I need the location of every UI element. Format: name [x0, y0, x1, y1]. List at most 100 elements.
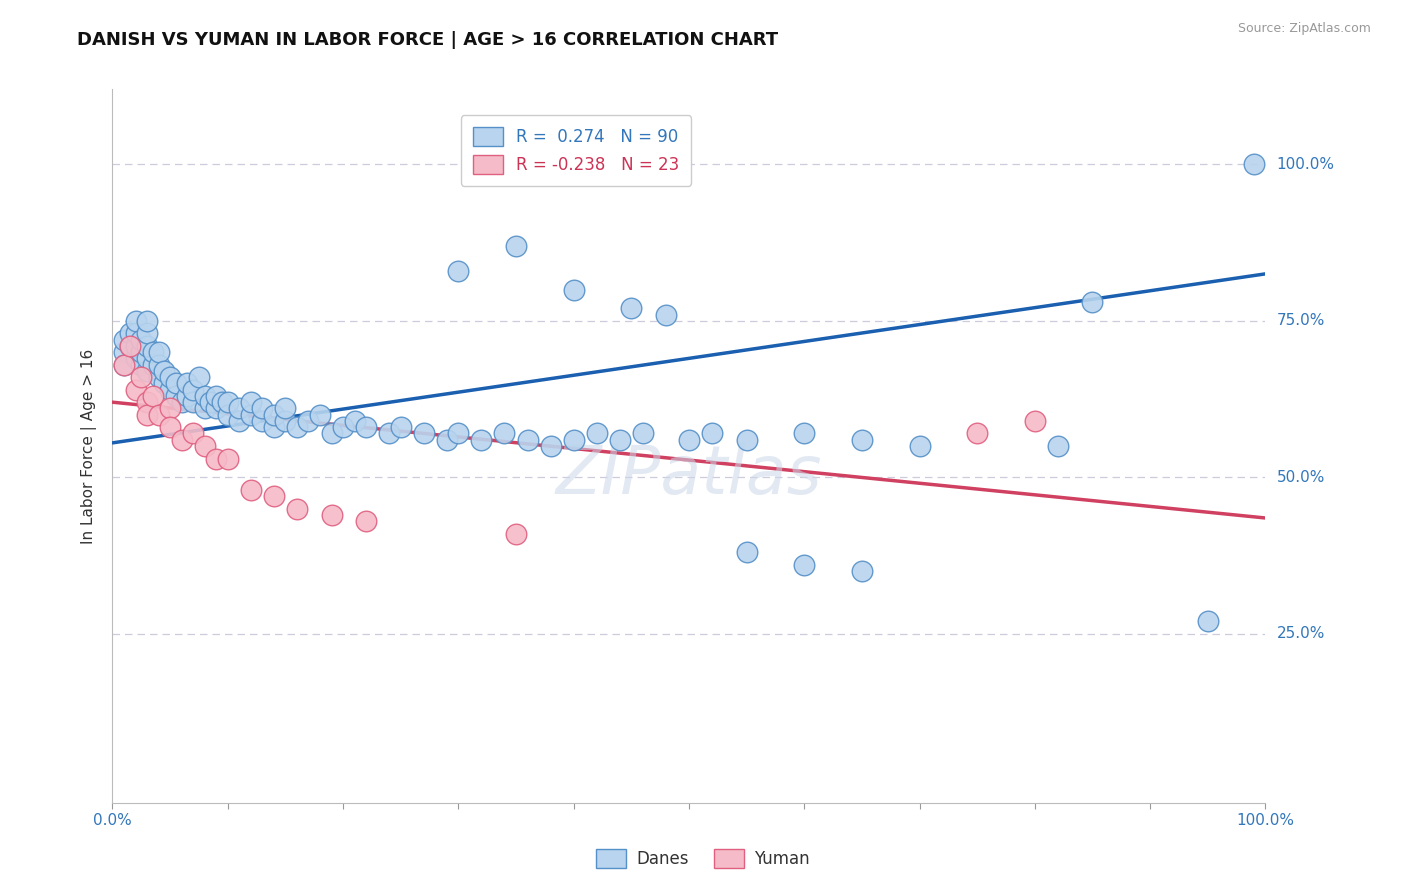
Point [505, 238, 527, 252]
Point [124, 326, 146, 341]
Point [793, 558, 815, 572]
Point [252, 414, 274, 428]
Point [263, 420, 285, 434]
Text: 25.0%: 25.0% [1277, 626, 1324, 641]
Point [118, 339, 141, 353]
Point [148, 358, 170, 372]
Point [332, 420, 354, 434]
Point [239, 408, 262, 422]
Point [112, 358, 135, 372]
Point [609, 433, 631, 447]
Text: Source: ZipAtlas.com: Source: ZipAtlas.com [1237, 22, 1371, 36]
Point [321, 426, 343, 441]
Point [285, 420, 308, 434]
Point [343, 414, 366, 428]
Point [136, 408, 159, 422]
Point [148, 370, 170, 384]
Point [165, 389, 187, 403]
Point [252, 401, 274, 416]
Point [228, 414, 250, 428]
Point [170, 395, 193, 409]
Point [217, 408, 239, 422]
Point [793, 426, 815, 441]
Point [851, 564, 873, 578]
Point [274, 401, 297, 416]
Point [585, 426, 607, 441]
Point [124, 351, 146, 366]
Point [153, 364, 176, 378]
Point [205, 401, 228, 416]
Point [124, 339, 146, 353]
Point [309, 408, 332, 422]
Point [620, 301, 643, 316]
Point [200, 395, 222, 409]
Point [217, 395, 239, 409]
Point [297, 414, 319, 428]
Point [129, 345, 153, 359]
Point [1046, 439, 1069, 453]
Point [263, 489, 285, 503]
Text: 50.0%: 50.0% [1277, 470, 1324, 484]
Point [176, 389, 198, 403]
Point [470, 433, 492, 447]
Text: DANISH VS YUMAN IN LABOR FORCE | AGE > 16 CORRELATION CHART: DANISH VS YUMAN IN LABOR FORCE | AGE > 1… [77, 31, 779, 49]
Point [354, 420, 377, 434]
Point [205, 451, 228, 466]
Point [412, 426, 434, 441]
Point [908, 439, 931, 453]
Text: ZIPatlas: ZIPatlas [555, 442, 823, 508]
Point [129, 370, 153, 384]
Point [205, 389, 228, 403]
Point [159, 420, 181, 434]
Point [148, 345, 170, 359]
Point [118, 339, 141, 353]
Point [505, 526, 527, 541]
Point [966, 426, 988, 441]
Point [194, 439, 217, 453]
Point [494, 426, 516, 441]
Point [1243, 157, 1265, 171]
Point [136, 351, 159, 366]
Point [136, 395, 159, 409]
Y-axis label: In Labor Force | Age > 16: In Labor Force | Age > 16 [80, 349, 97, 543]
Point [1024, 414, 1046, 428]
Point [540, 439, 562, 453]
Point [159, 370, 181, 384]
Point [217, 451, 239, 466]
Point [389, 420, 412, 434]
Point [735, 433, 758, 447]
Point [181, 426, 204, 441]
Point [239, 483, 262, 497]
Point [274, 414, 297, 428]
Point [631, 426, 654, 441]
Point [655, 308, 678, 322]
Point [136, 339, 159, 353]
Point [181, 383, 204, 397]
Point [562, 433, 585, 447]
Point [678, 433, 700, 447]
Point [436, 433, 458, 447]
Point [447, 426, 470, 441]
Point [153, 376, 176, 391]
Point [136, 326, 159, 341]
Point [112, 333, 135, 347]
Point [321, 508, 343, 522]
Point [136, 364, 159, 378]
Point [112, 358, 135, 372]
Point [112, 345, 135, 359]
Point [228, 401, 250, 416]
Point [1197, 614, 1219, 628]
Point [142, 389, 165, 403]
Point [159, 401, 181, 416]
Point [142, 345, 165, 359]
Text: 100.0%: 100.0% [1277, 157, 1334, 172]
Point [170, 433, 193, 447]
Point [124, 383, 146, 397]
Point [562, 283, 585, 297]
Point [239, 395, 262, 409]
Point [735, 545, 758, 559]
Point [165, 376, 187, 391]
Point [263, 408, 285, 422]
Point [129, 358, 153, 372]
Point [194, 401, 217, 416]
